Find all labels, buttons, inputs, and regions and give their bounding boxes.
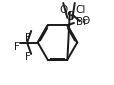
Text: F: F — [24, 33, 30, 43]
Text: O: O — [81, 16, 89, 26]
Text: S: S — [66, 10, 73, 23]
Text: F: F — [24, 52, 30, 62]
Text: Cl: Cl — [75, 5, 85, 15]
Text: F: F — [14, 42, 19, 52]
Text: Br: Br — [75, 17, 86, 27]
Text: O: O — [59, 5, 67, 15]
